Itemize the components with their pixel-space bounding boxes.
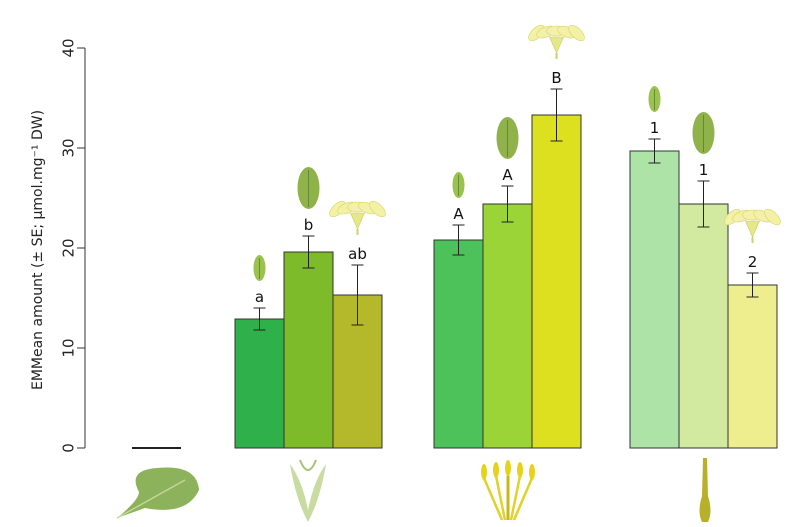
bar — [482, 203, 533, 449]
y-tick-label: 40 — [60, 38, 78, 57]
significance-label: 1 — [650, 119, 660, 137]
bar — [629, 150, 680, 449]
large-bud-icon — [496, 117, 519, 159]
significance-label: B — [551, 69, 561, 87]
leaf-icon — [116, 467, 199, 519]
significance-label: A — [453, 205, 464, 223]
bar — [727, 284, 778, 449]
significance-label: ab — [348, 245, 367, 263]
y-axis-label: EMMean amount (± SE; µmol.mg⁻¹ DW) — [30, 110, 46, 390]
y-tick-label: 20 — [60, 238, 78, 257]
small-bud-icon — [452, 172, 465, 198]
bar — [531, 114, 582, 449]
significance-label: 1 — [699, 161, 709, 179]
y-tick-label: 0 — [60, 443, 78, 453]
significance-label: 2 — [748, 253, 758, 271]
sepal-bud-icon — [290, 459, 326, 522]
icons — [116, 24, 781, 522]
y-tick-label: 10 — [60, 338, 78, 357]
significance-label: b — [304, 216, 314, 234]
open-flower-icon — [329, 200, 386, 235]
significance-label: A — [502, 166, 513, 184]
bar — [678, 203, 729, 449]
y-tick-label: 30 — [60, 138, 78, 157]
bar — [283, 251, 334, 449]
large-bud-icon — [297, 167, 320, 209]
small-bud-icon — [648, 86, 661, 112]
stamen-icon — [481, 460, 535, 521]
open-flower-icon — [724, 208, 781, 243]
y-axis: 0 10 20 30 40 — [60, 38, 86, 453]
small-bud-icon — [253, 255, 266, 281]
large-bud-icon — [692, 112, 715, 154]
open-flower-icon — [528, 24, 585, 59]
pistil-icon — [699, 458, 711, 522]
bar — [433, 239, 484, 449]
significance-label: a — [255, 288, 264, 306]
bar — [234, 318, 285, 449]
